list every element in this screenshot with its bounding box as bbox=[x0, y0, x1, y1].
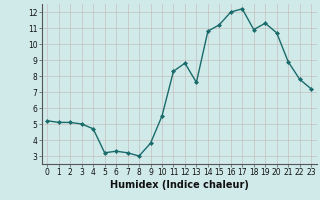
X-axis label: Humidex (Indice chaleur): Humidex (Indice chaleur) bbox=[110, 180, 249, 190]
